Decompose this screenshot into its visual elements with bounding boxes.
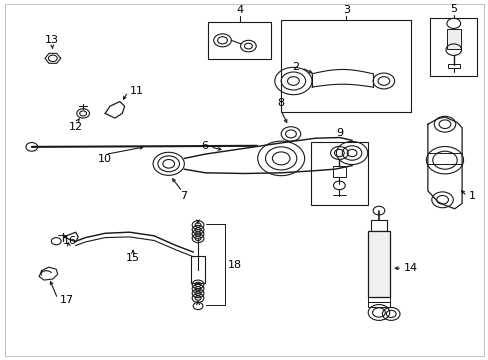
- Bar: [367, 231, 389, 297]
- Text: 6: 6: [201, 141, 207, 151]
- Text: 13: 13: [44, 35, 58, 45]
- Text: 7: 7: [180, 191, 186, 201]
- Text: 5: 5: [449, 4, 456, 14]
- Bar: [370, 220, 386, 231]
- Text: 11: 11: [129, 86, 143, 96]
- Text: 18: 18: [227, 260, 241, 270]
- Bar: [429, 18, 476, 76]
- Text: 4: 4: [236, 5, 243, 15]
- Bar: [446, 29, 460, 49]
- Bar: [447, 64, 459, 68]
- Bar: [281, 20, 410, 112]
- Text: 14: 14: [403, 263, 417, 273]
- Text: 2: 2: [292, 62, 299, 72]
- Bar: [367, 297, 389, 302]
- Text: 16: 16: [62, 235, 76, 246]
- Text: 15: 15: [126, 253, 140, 263]
- Text: 10: 10: [98, 154, 112, 164]
- Bar: [310, 142, 367, 205]
- Bar: [332, 166, 345, 177]
- Text: 3: 3: [342, 5, 349, 15]
- Bar: [191, 256, 204, 283]
- Text: 1: 1: [468, 191, 474, 201]
- Text: 12: 12: [69, 122, 82, 132]
- Text: 8: 8: [277, 98, 284, 108]
- Text: 17: 17: [60, 294, 74, 305]
- Bar: [367, 302, 389, 307]
- Bar: [207, 22, 271, 59]
- Text: 9: 9: [335, 127, 342, 138]
